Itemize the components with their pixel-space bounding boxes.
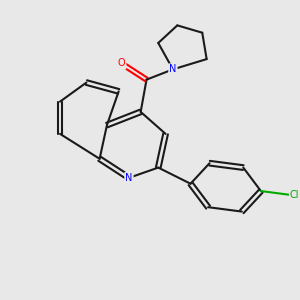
Text: N: N bbox=[125, 173, 133, 183]
Text: Cl: Cl bbox=[290, 190, 299, 200]
Text: N: N bbox=[169, 64, 177, 74]
Text: O: O bbox=[118, 58, 125, 68]
